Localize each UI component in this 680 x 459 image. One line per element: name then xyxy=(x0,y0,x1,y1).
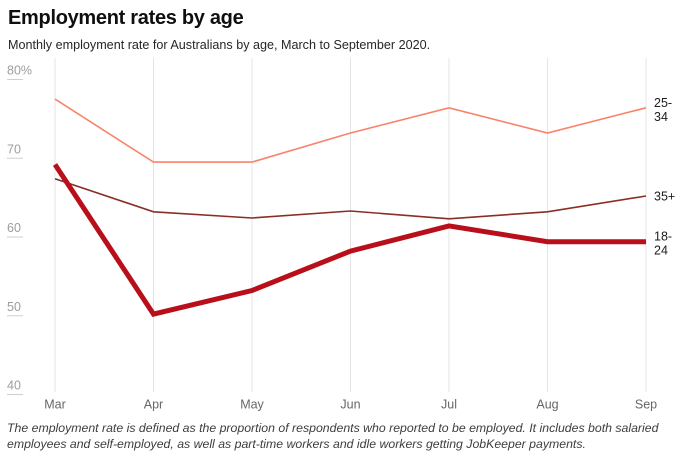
y-axis-label: 40 xyxy=(7,379,21,393)
y-axis-tick xyxy=(7,157,23,159)
x-axis-label: Jul xyxy=(441,398,457,412)
x-axis-label: Sep xyxy=(635,398,657,412)
gridlines xyxy=(54,58,647,392)
legend-label-35+: 35+ xyxy=(654,190,675,204)
series-line-18-24 xyxy=(52,163,646,317)
y-axis-tick xyxy=(7,79,23,80)
x-axis-label: Mar xyxy=(44,398,66,412)
legend: 25-34 35+ 18-24 xyxy=(654,96,675,258)
x-axis-label: Aug xyxy=(536,398,558,412)
chart-svg: 80% 70 60 50 40 Mar Apr May Jun Jul Aug Sep 25-34 35+… xyxy=(7,58,675,412)
line-chart: 80% 70 60 50 40 Mar Apr May Jun Jul Aug Sep 25-34 35+… xyxy=(0,55,680,415)
y-axis-label: 70 xyxy=(7,142,21,156)
x-axis-label: Apr xyxy=(144,398,163,412)
page-title: Employment rates by age xyxy=(8,7,244,29)
y-axis-tick xyxy=(7,315,23,317)
x-axis: Mar Apr May Jun Jul Aug Sep xyxy=(44,398,657,412)
x-axis-label: Jun xyxy=(340,398,360,412)
series-lines xyxy=(52,98,647,317)
series-line-35+ xyxy=(54,177,647,220)
series-line-25-34 xyxy=(54,98,647,163)
chart-footnote: The employment rate is defined as the pr… xyxy=(7,421,659,451)
y-axis-label: 60 xyxy=(7,221,21,235)
y-axis-tick xyxy=(7,236,23,238)
page-subtitle: Monthly employment rate for Australians … xyxy=(8,38,431,52)
legend-label-25-34: 25-34 xyxy=(654,96,672,124)
y-axis-tick xyxy=(7,394,23,395)
y-axis: 80% 70 60 50 40 xyxy=(7,64,32,395)
y-axis-label: 80% xyxy=(7,64,32,78)
legend-label-18-24: 18-24 xyxy=(654,230,672,258)
x-axis-label: May xyxy=(240,398,264,412)
y-axis-label: 50 xyxy=(7,300,21,314)
